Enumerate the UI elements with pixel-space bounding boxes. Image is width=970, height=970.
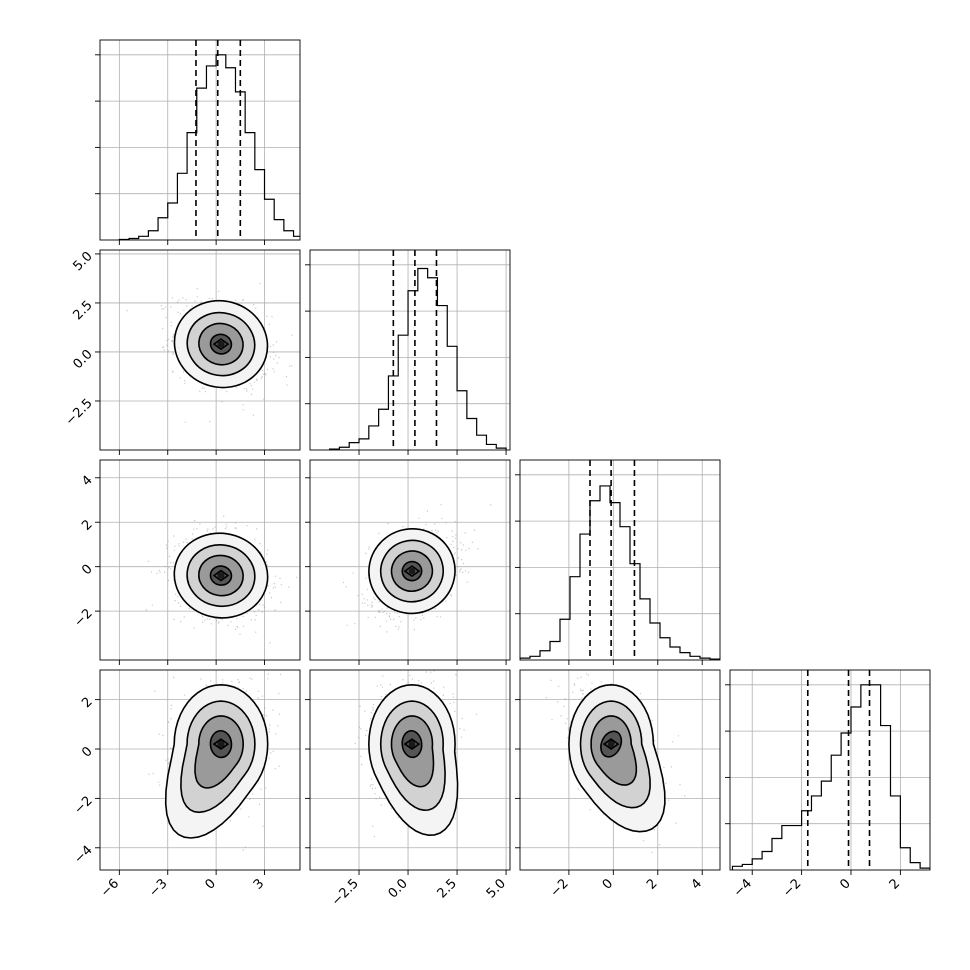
scatter-content [100,250,300,450]
scatter-content [310,460,510,660]
y-tick-label: 0.0 [70,347,95,372]
scatter-panel-3-2 [519,669,721,871]
density-fill [217,340,225,348]
hist-series-1 [329,267,507,450]
scatter-content [310,670,510,870]
x-tick-label: −6 [98,876,122,900]
peak-contour [403,565,421,578]
hist-series-3 [731,684,930,870]
contour-line [209,333,233,355]
hist-series-0 [118,54,300,240]
y-tick-label: 2 [79,517,95,533]
hist-frame [519,459,721,661]
x-tick-label: 2.5 [435,876,460,901]
contour-line [379,700,446,812]
y-tick-label: −4 [71,843,95,867]
x-tick-label: 0 [837,876,853,892]
x-tick-label: 5.0 [484,876,509,901]
contour-line [368,528,456,615]
contour-line [198,322,244,366]
scatter-frame [99,249,301,451]
y-tick-label: 5.0 [70,249,95,274]
peak-contour [212,338,230,351]
contour-line [173,299,269,389]
contour-line [186,311,256,377]
contour-line [390,550,434,593]
density-fill [408,567,416,575]
contour-line [379,539,444,603]
density-fill [217,572,225,579]
x-tick-label: 2 [887,876,903,892]
scatter-frame [99,669,301,871]
scatter-frame [519,669,721,871]
y-tick-label: 0 [79,744,95,760]
x-tick-label: 0 [600,876,616,892]
y-tick-label: −2 [71,606,95,630]
contour-line [197,554,244,597]
scatter-content [100,460,300,660]
contour-line [401,560,423,582]
contour-line [590,715,638,786]
hist-frame [99,39,301,241]
peak-contour [212,569,230,582]
scatter-frame [99,459,301,661]
contour-line [600,730,623,758]
y-tick-label: −2.5 [63,396,96,429]
hist-panel-1 [305,249,511,451]
contour-line [164,683,269,839]
contour-line [194,715,245,789]
scatter-content [520,670,720,870]
scatter-frame [309,669,511,871]
contour-line [579,700,651,809]
x-tick-label: 0 [202,876,218,892]
x-tick-label: −2.5 [329,876,362,909]
hist-frame [729,669,931,871]
y-tick-label: 2 [79,695,95,711]
x-tick-label: 0.0 [386,876,411,901]
contour-line [209,729,233,759]
density-fill [607,739,615,749]
scatter-panel-3-0 [99,669,301,871]
hist-panel-0 [95,39,301,241]
peak-contour [602,738,620,751]
scatter-content [100,670,300,870]
scatter-frame [309,459,511,661]
x-tick-label: 2 [644,876,660,892]
y-tick-label: 0 [79,562,95,578]
density-fill [408,739,416,749]
x-tick-label: 3 [251,876,267,892]
x-tick-label: −2 [548,876,572,900]
x-tick-label: 4 [689,876,705,892]
scatter-panel-2-1 [309,459,511,661]
hist-frame [309,249,511,451]
y-tick-label: 2.5 [70,298,95,323]
contour-line [367,683,459,837]
scatter-panel-1-0 [99,249,301,451]
hist-panel-3 [725,669,931,871]
x-tick-label: −2 [780,876,804,900]
y-tick-label: 4 [79,473,95,489]
x-tick-label: −3 [146,876,170,900]
contour-line [173,532,269,619]
scatter-panel-2-0 [99,459,301,661]
scatter-panel-3-1 [309,669,511,871]
contour-line [186,544,256,608]
peak-contour [212,738,230,751]
contour-line [209,565,233,586]
contour-line [568,683,666,833]
peak-contour [403,738,421,751]
hist-series-2 [520,485,720,660]
contour-line [390,715,435,788]
x-tick-label: −4 [731,876,755,900]
contour-line [401,729,423,759]
hist-panel-2 [515,459,721,661]
y-tick-label: −2 [71,793,95,817]
density-fill [217,739,225,749]
contour-line [180,700,256,814]
